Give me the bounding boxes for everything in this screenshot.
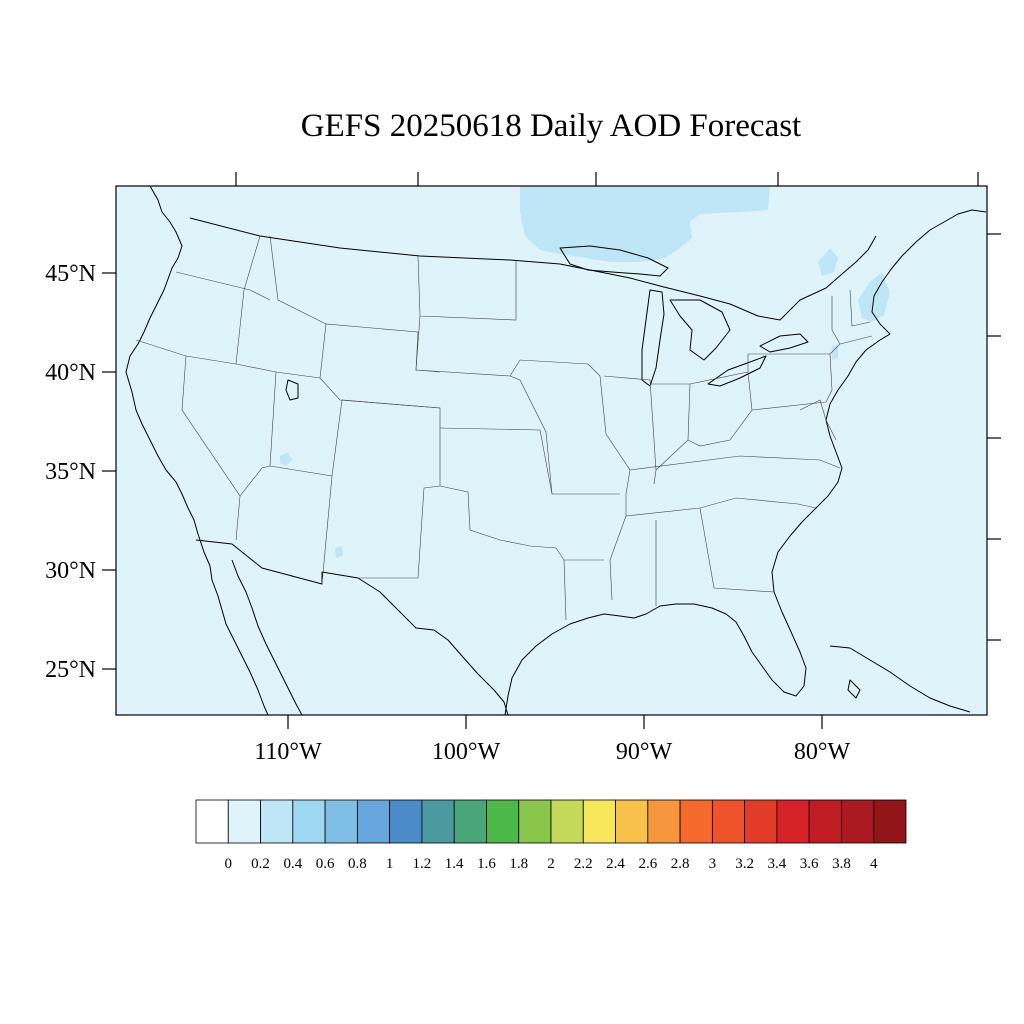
colorbar-swatch [421,799,455,844]
colorbar-label: 2.6 [638,856,657,872]
colorbar-label: 1.2 [413,856,432,872]
colorbar-label: 0.8 [348,856,367,872]
colorbar-swatch [582,799,616,844]
colorbar-label: 1.6 [477,856,496,872]
colorbar-swatch [647,799,681,844]
colorbar-swatch [679,799,713,844]
colorbar-swatch [292,799,326,844]
colorbar-label: 4 [870,856,878,872]
colorbar-label: 0 [225,856,233,872]
lake-superior [559,245,669,277]
lat-label: 25°N [45,657,96,683]
colorbar-label: 1.4 [445,856,464,872]
colorbar-label: 3 [709,856,717,872]
lon-label: 80°W [794,739,851,765]
colorbar-swatch [389,799,423,844]
colorbar-label: 2 [547,856,555,872]
colorbar-swatch [195,799,229,844]
coastlines [125,185,987,716]
baja-coastline [231,559,303,716]
axis-ticks [102,172,1001,729]
colorbar [195,799,907,844]
map-title: GEFS 20250618 Daily AOD Forecast [300,108,802,144]
map-plot-area [116,186,987,715]
colorbar-swatch [711,799,746,844]
aod-patch-nm [335,546,343,558]
colorbar-label: 3.4 [768,856,787,872]
lake-michigan [641,289,665,387]
colorbar-label: 1 [386,856,394,872]
colorbar-swatch [776,799,810,844]
colorbar-label: 2.4 [606,856,625,872]
us-mexico-border [195,539,509,716]
longitude-labels: 110°W 100°W 90°W 80°W [254,739,850,765]
lat-label: 30°N [45,558,96,584]
lat-label: 45°N [45,261,96,287]
lon-label: 100°W [432,739,501,765]
colorbar-swatch [841,799,875,844]
colorbar-swatch [873,799,907,844]
colorbar-swatch [486,799,520,844]
us-canada-border [189,217,877,321]
lat-label: 35°N [45,459,96,485]
pacific-coastline [125,185,269,716]
colorbar-swatch [615,799,649,844]
colorbar-label: 3.8 [832,856,851,872]
aod-patch-maine [818,248,838,276]
latitude-labels: 45°N 40°N 35°N 30°N 25°N [45,261,96,683]
colorbar-swatch [227,799,261,844]
colorbar-swatch [453,799,487,844]
colorbar-label: 3.2 [735,856,754,872]
aod-patch-utah [280,452,292,466]
lake-huron [669,299,731,361]
bahamas-outline [847,679,861,699]
colorbar-label: 3.6 [800,856,819,872]
cuba-coastline [829,645,971,713]
colorbar-label: 0.6 [316,856,335,872]
colorbar-swatch [260,799,294,844]
colorbar-swatch [808,799,842,844]
great-salt-lake [285,379,299,401]
colorbar-swatch [550,799,584,844]
lon-label: 110°W [254,739,322,765]
colorbar-swatch [518,799,552,844]
aod-patch-ny [832,344,838,360]
map-frame [115,185,988,716]
colorbar-swatch [744,799,778,844]
state-borders [135,235,873,621]
colorbar-label: 2.8 [671,856,690,872]
colorbar-label: 0.4 [283,856,302,872]
colorbar-label: 1.8 [509,856,528,872]
lake-ontario [759,333,809,353]
lat-label: 40°N [45,360,96,386]
lon-label: 90°W [616,739,673,765]
colorbar-swatch [356,799,391,844]
gulf-coastline [504,333,891,716]
northeast-coastline [871,209,987,335]
colorbar-swatch [324,799,358,844]
colorbar-labels: 0 0.2 0.4 0.6 0.8 1 1.2 1.4 1.6 1.8 2 2.2 2.4 2.6 2.8 3… [225,856,878,872]
lake-erie [707,355,767,387]
colorbar-label: 2.2 [574,856,593,872]
colorbar-label: 0.2 [251,856,270,872]
aod-patch-canada [520,186,770,262]
